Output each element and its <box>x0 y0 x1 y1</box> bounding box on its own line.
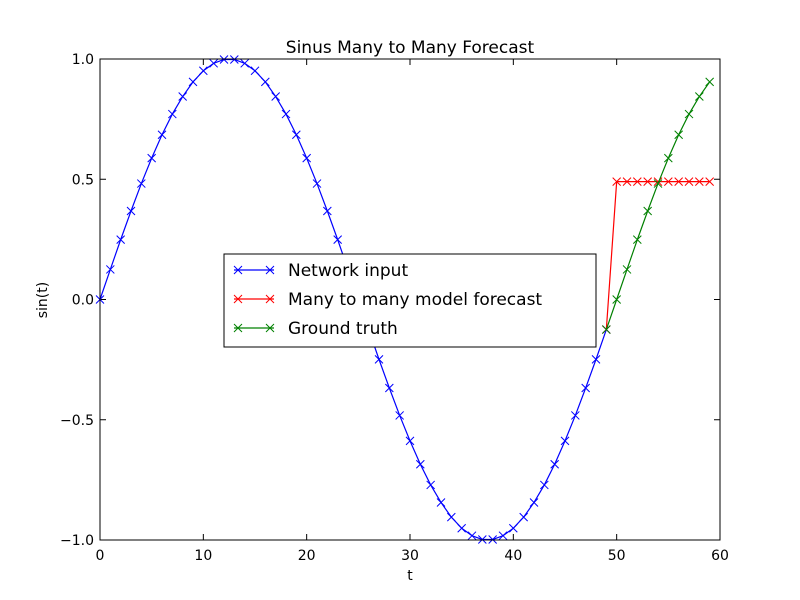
legend-marker <box>265 294 275 304</box>
data-point <box>446 512 456 522</box>
data-point <box>271 92 281 101</box>
data-point <box>467 531 477 541</box>
data-point <box>560 436 570 446</box>
data-point <box>663 153 673 163</box>
data-point <box>581 383 591 393</box>
series-2 <box>601 77 715 334</box>
legend-marker <box>233 294 243 304</box>
data-point <box>188 77 198 87</box>
data-point <box>622 265 632 274</box>
x-axis: 0 10 20 30 40 50 60 <box>96 59 729 564</box>
x-tick-label: 0 <box>96 548 105 564</box>
x-tick-label: 40 <box>504 548 522 564</box>
legend-label: Many to many model forecast <box>288 290 542 310</box>
data-point <box>643 206 653 216</box>
data-point <box>519 512 529 522</box>
data-point <box>209 58 219 68</box>
data-point <box>653 177 663 187</box>
data-point <box>653 179 663 188</box>
data-point <box>705 177 715 187</box>
chart-title: Sinus Many to Many Forecast <box>286 38 535 58</box>
data-point <box>632 177 642 187</box>
data-point <box>312 179 322 188</box>
data-point <box>643 177 653 187</box>
legend-marker <box>265 265 275 275</box>
data-point <box>694 177 704 187</box>
data-point <box>529 498 539 507</box>
data-point <box>116 235 126 244</box>
data-point <box>250 66 260 76</box>
data-point <box>198 66 208 76</box>
data-point <box>374 355 384 364</box>
x-tick-label: 60 <box>711 548 729 564</box>
x-axis-label: t <box>407 568 413 584</box>
data-point <box>281 109 291 119</box>
data-point <box>591 355 601 364</box>
data-point <box>157 130 167 140</box>
data-point <box>240 58 250 68</box>
data-point <box>550 459 560 469</box>
legend-item: Ground truth <box>233 319 398 339</box>
plot-frame <box>99 58 721 541</box>
data-point <box>415 459 425 469</box>
data-point <box>457 523 467 533</box>
data-point <box>147 153 157 163</box>
x-tick-label: 50 <box>608 548 626 564</box>
data-point <box>260 77 270 87</box>
data-point <box>333 235 343 244</box>
data-point <box>105 265 115 274</box>
legend-label: Ground truth <box>288 319 398 339</box>
legend-item: Network input <box>233 261 408 281</box>
legend-marker <box>265 323 275 333</box>
data-point <box>498 531 508 541</box>
data-point <box>674 177 684 187</box>
data-point <box>694 92 704 101</box>
data-point <box>674 130 684 140</box>
data-point <box>395 411 405 420</box>
data-point <box>167 109 177 119</box>
legend: Network input Many to many model forecast… <box>223 253 597 348</box>
data-point <box>508 523 518 533</box>
data-point <box>612 177 622 187</box>
y-tick-label: 0.0 <box>72 293 94 309</box>
data-point <box>178 92 188 101</box>
data-point <box>601 325 611 334</box>
data-point <box>426 480 436 490</box>
y-axis-label: sin(t) <box>35 282 51 318</box>
data-point <box>684 109 694 119</box>
data-point <box>302 153 312 163</box>
data-point <box>136 179 146 188</box>
data-point <box>539 480 549 490</box>
data-point <box>291 130 301 140</box>
data-point <box>622 177 632 187</box>
data-point <box>632 235 642 244</box>
data-point <box>322 206 332 216</box>
data-point <box>612 295 622 304</box>
x-tick-label: 10 <box>194 548 212 564</box>
y-tick-label: 0.5 <box>72 172 94 188</box>
data-point <box>684 177 694 187</box>
data-point <box>705 77 715 87</box>
legend-box <box>223 253 597 348</box>
data-point <box>570 411 580 420</box>
data-point <box>384 383 394 393</box>
legend-marker <box>233 265 243 275</box>
y-tick-label: −1.0 <box>60 533 94 549</box>
x-tick-label: 20 <box>298 548 316 564</box>
y-tick-label: 1.0 <box>72 52 94 68</box>
y-tick-label: −0.5 <box>60 413 94 429</box>
data-point <box>126 206 136 216</box>
legend-label: Network input <box>288 261 408 281</box>
data-point <box>405 436 415 446</box>
legend-item: Many to many model forecast <box>233 290 542 310</box>
data-point <box>663 177 673 187</box>
legend-marker <box>233 323 243 333</box>
data-point <box>436 498 446 507</box>
x-tick-label: 30 <box>401 548 419 564</box>
y-axis: −1.0 −0.5 0.0 0.5 1.0 <box>60 52 720 549</box>
